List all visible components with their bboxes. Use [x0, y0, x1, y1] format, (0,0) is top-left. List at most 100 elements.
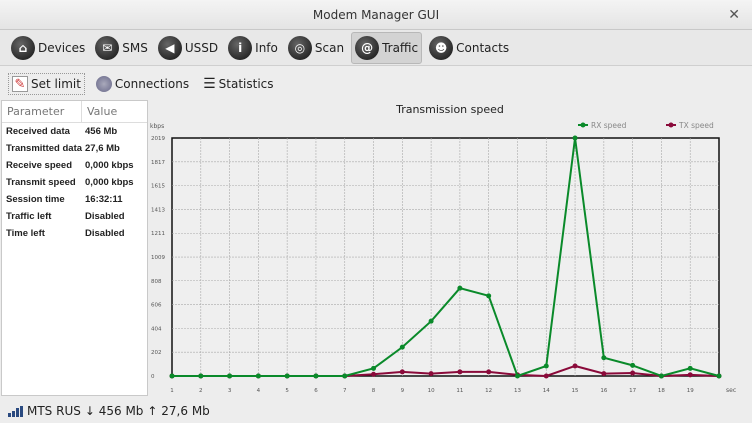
x-tick-label: 13 [514, 388, 521, 394]
chart-title: Transmission speed [395, 103, 504, 116]
x-tick-label: 17 [629, 388, 636, 394]
traffic-parameters-table: Parameter Value Received data 456 Mb Transm… [1, 100, 148, 396]
header-value[interactable]: Value [87, 105, 118, 118]
tab-scan[interactable]: ◎ Scan [285, 32, 347, 64]
y-tick-label: 202 [151, 350, 162, 356]
x-tick-label: 2 [199, 388, 203, 394]
data-point [169, 373, 175, 379]
transmission-speed-chart: Transmission speed kbps sec 0 202 404 606 808 10… [150, 103, 736, 394]
y-axis-label: kbps [150, 123, 164, 130]
header-parameter[interactable]: Parameter [2, 101, 82, 122]
tab-sms[interactable]: ✉ SMS [92, 32, 151, 64]
set-limit-label: Set limit [31, 77, 81, 91]
value-cell: 16:32:11 [85, 194, 123, 205]
data-point [313, 373, 319, 379]
contacts-icon: ☻ [429, 35, 454, 60]
data-point [198, 373, 204, 379]
x-tick-label: 14 [543, 388, 550, 394]
tab-label: SMS [122, 40, 148, 55]
x-axis-label: sec [726, 387, 736, 394]
value-cell: 0,000 kbps [85, 177, 134, 188]
x-tick-label: 3 [228, 388, 232, 394]
legend-marker [580, 122, 586, 128]
list-icon: ☰ [203, 76, 216, 92]
value-cell: 27,6 Mb [85, 143, 120, 154]
data-point [630, 370, 636, 376]
status-bar: MTS RUS ↓ 456 Mb ↑ 27,6 Mb [0, 399, 752, 423]
y-tick-label: 1615 [151, 184, 165, 190]
tab-ussd[interactable]: ◀ USSD [155, 32, 221, 64]
x-tick-label: 8 [372, 388, 376, 394]
statistics-button[interactable]: ☰ Statistics [200, 74, 276, 94]
at-icon: @ [355, 35, 380, 60]
statistics-label: Statistics [218, 77, 274, 91]
traffic-toolbar: ✎ Set limit Connections ☰ Statistics [0, 70, 277, 98]
connections-button[interactable]: Connections [93, 74, 192, 94]
x-tick-label: 19 [687, 388, 694, 394]
y-tick-label: 606 [151, 303, 162, 309]
y-tick-label: 0 [151, 374, 155, 380]
y-tick-label: 1817 [151, 160, 165, 166]
tab-label: USSD [184, 40, 219, 55]
table-row[interactable]: Transmitted data 27,6 Mb [2, 140, 147, 157]
connections-label: Connections [114, 77, 190, 91]
data-point [486, 369, 492, 375]
tab-label: Contacts [456, 40, 510, 55]
x-tick-label: 18 [658, 388, 665, 394]
y-tick-label: 1413 [151, 207, 165, 213]
globe-icon: ◎ [287, 35, 312, 60]
data-point [428, 318, 434, 324]
y-tick-label: 1009 [151, 255, 165, 261]
tab-label: Info [255, 40, 278, 55]
network-icon [95, 76, 112, 92]
data-point [457, 285, 463, 291]
value-cell: Disabled [85, 211, 125, 222]
data-point [227, 373, 233, 379]
tab-info[interactable]: i Info [225, 32, 281, 64]
legend-label: RX speed [591, 121, 627, 130]
data-point [428, 371, 434, 377]
data-point [687, 372, 693, 378]
data-point [255, 373, 261, 379]
table-row[interactable]: Traffic left Disabled [2, 208, 147, 225]
y-tick-label: 1211 [151, 231, 165, 237]
value-cell: 456 Mb [85, 126, 118, 137]
table-header: Parameter Value [2, 101, 147, 123]
parameter-cell: Traffic left [6, 211, 52, 222]
data-point [371, 371, 377, 377]
parameter-cell: Receive speed [6, 160, 73, 171]
data-point [457, 369, 463, 375]
tab-label: Devices [38, 40, 86, 55]
data-point [572, 363, 578, 369]
table-row[interactable]: Transmit speed 0,000 kbps [2, 174, 147, 191]
data-point [342, 373, 348, 379]
data-point [572, 135, 578, 141]
operator-name: MTS RUS [27, 404, 81, 418]
x-tick-label: 10 [428, 388, 435, 394]
close-icon[interactable]: ✕ [728, 7, 740, 23]
table-row[interactable]: Time left Disabled [2, 225, 147, 242]
set-limit-button[interactable]: ✎ Set limit [8, 73, 85, 95]
y-tick-label: 404 [151, 326, 162, 332]
tab-traffic[interactable]: @ Traffic [351, 31, 423, 64]
data-point [716, 373, 722, 379]
data-point [601, 355, 607, 361]
tab-contacts[interactable]: ☻ Contacts [426, 32, 512, 64]
y-tick-label: 808 [151, 279, 162, 285]
legend-marker [668, 122, 674, 128]
data-point [630, 362, 636, 368]
series-line-rx-speed [172, 137, 720, 378]
x-tick-label: 6 [314, 388, 318, 394]
sms-icon: ✉ [95, 35, 120, 60]
tab-label: Traffic [382, 40, 419, 55]
data-point [486, 293, 492, 299]
table-row[interactable]: Session time 16:32:11 [2, 191, 147, 208]
x-tick-label: 7 [343, 388, 347, 394]
table-row[interactable]: Received data 456 Mb [2, 123, 147, 140]
table-row[interactable]: Receive speed 0,000 kbps [2, 157, 147, 174]
x-tick-label: 16 [600, 388, 607, 394]
tab-devices[interactable]: ⌂ Devices [8, 32, 88, 64]
data-point [399, 369, 405, 375]
value-cell: 0,000 kbps [85, 160, 134, 171]
info-icon: i [228, 35, 253, 60]
